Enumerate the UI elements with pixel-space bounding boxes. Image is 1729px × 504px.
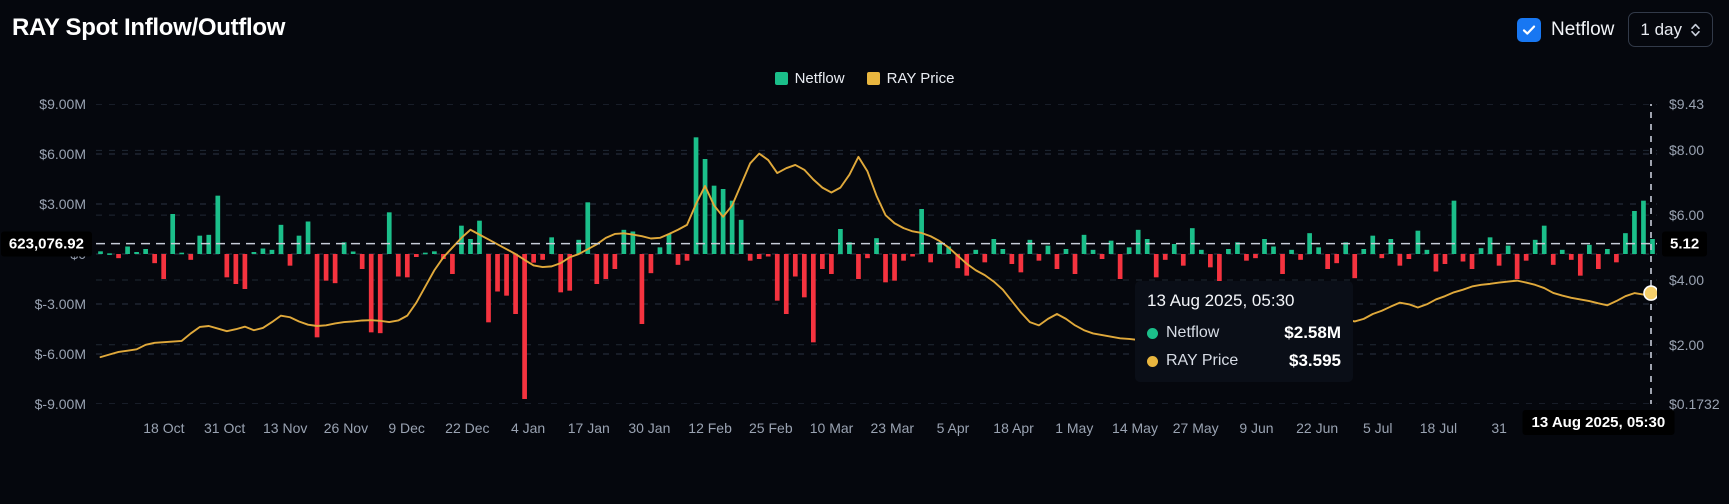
x-axis-tick: 30 Jan bbox=[628, 420, 671, 436]
x-axis-tick: 23 Mar bbox=[870, 420, 915, 436]
x-axis-tick: 17 Jan bbox=[567, 420, 610, 436]
y-axis-left-tick: $3.00M bbox=[39, 196, 86, 212]
crosshair-left-value: 623,076.92 bbox=[0, 231, 92, 257]
chevron-updown-icon bbox=[1690, 22, 1701, 38]
x-axis-tick: 12 Feb bbox=[688, 420, 732, 436]
tooltip-value-netflow: $2.58M bbox=[1284, 323, 1341, 342]
crosshair-right-value: 5.12 bbox=[1662, 231, 1708, 257]
interval-select-value: 1 day bbox=[1640, 19, 1682, 39]
y-axis-right-tick: $0.1732 bbox=[1669, 396, 1720, 412]
x-axis-tick: 14 May bbox=[1112, 420, 1158, 436]
tooltip-label-netflow: Netflow bbox=[1166, 324, 1220, 341]
x-axis-tick: 18 Apr bbox=[993, 420, 1034, 436]
y-axis-left-tick: $6.00M bbox=[39, 146, 86, 162]
x-axis-tick: 18 Jul bbox=[1419, 420, 1458, 436]
header-controls: Netflow 1 day bbox=[1517, 12, 1713, 47]
interval-select[interactable]: 1 day bbox=[1628, 12, 1713, 47]
crosshair-x-value: 13 Aug 2025, 05:30 bbox=[1522, 410, 1675, 435]
x-axis-tick: 5 Jul bbox=[1362, 420, 1393, 436]
y-axis-right-tick: $9.43 bbox=[1669, 96, 1705, 112]
legend-item-netflow[interactable]: Netflow bbox=[774, 70, 845, 87]
tooltip-label-ray-price: RAY Price bbox=[1166, 352, 1239, 369]
chart-canvas bbox=[96, 104, 1657, 404]
y-axis-left-tick: $-3.00M bbox=[34, 296, 86, 312]
x-axis-tick: 4 Jan bbox=[510, 420, 546, 436]
tooltip-row-ray-price: RAY Price $3.595 bbox=[1147, 351, 1341, 371]
x-axis-tick: 9 Dec bbox=[388, 420, 425, 436]
y-axis-left-tick: $-9.00M bbox=[34, 396, 86, 412]
y-axis-left-tick: $9.00M bbox=[39, 96, 86, 112]
x-axis-tick: 31 bbox=[1491, 420, 1507, 436]
y-axis-right-tick: $4.00 bbox=[1669, 271, 1705, 288]
netflow-checkbox[interactable]: Netflow bbox=[1517, 17, 1615, 42]
y-axis-left-tick: $-6.00M bbox=[34, 346, 86, 362]
tooltip-row-netflow: Netflow $2.58M bbox=[1147, 323, 1341, 343]
tooltip-value-ray-price: $3.595 bbox=[1289, 351, 1341, 370]
x-axis-tick: 22 Jun bbox=[1296, 420, 1339, 436]
x-axis-tick: 10 Mar bbox=[809, 420, 854, 436]
legend-swatch-netflow bbox=[774, 72, 788, 85]
chart-plot-area[interactable]: $9.00M$6.00M$3.00M$0$-3.00M$-6.00M$-9.00… bbox=[0, 96, 1720, 436]
x-axis-tick: 5 Apr bbox=[936, 420, 970, 436]
tooltip-date: 13 Aug 2025, 05:30 bbox=[1147, 291, 1295, 310]
x-axis-tick: 18 Oct bbox=[143, 420, 185, 436]
y-axis-right-tick: $2.00 bbox=[1669, 336, 1705, 353]
checkbox-checked-icon[interactable] bbox=[1517, 17, 1542, 42]
chart-legend: Netflow RAY Price bbox=[0, 70, 1729, 87]
x-axis-tick: 26 Nov bbox=[323, 420, 369, 436]
legend-label-netflow: Netflow bbox=[794, 70, 845, 87]
page-title: RAY Spot Inflow/Outflow bbox=[12, 14, 286, 41]
netflow-checkbox-label: Netflow bbox=[1551, 18, 1615, 40]
x-axis-tick: 22 Dec bbox=[445, 420, 490, 436]
y-axis-right-tick: $8.00 bbox=[1669, 142, 1705, 159]
x-axis-tick: 31 Oct bbox=[204, 420, 246, 436]
x-axis-tick: 9 Jun bbox=[1239, 420, 1274, 436]
chart-tooltip: 13 Aug 2025, 05:30 Netflow $2.58M RAY Pr… bbox=[1135, 281, 1353, 382]
y-axis-right-tick: $6.00 bbox=[1669, 207, 1705, 224]
tooltip-dot-netflow bbox=[1147, 327, 1158, 339]
x-axis-tick: 1 May bbox=[1055, 420, 1094, 436]
legend-swatch-ray-price bbox=[866, 72, 880, 85]
x-axis-tick: 27 May bbox=[1172, 420, 1219, 436]
x-axis-tick: 13 Nov bbox=[263, 420, 308, 436]
tooltip-dot-ray-price bbox=[1147, 355, 1158, 367]
legend-label-ray-price: RAY Price bbox=[886, 70, 955, 87]
x-axis-tick: 25 Feb bbox=[749, 420, 793, 436]
legend-item-ray-price[interactable]: RAY Price bbox=[866, 70, 955, 87]
